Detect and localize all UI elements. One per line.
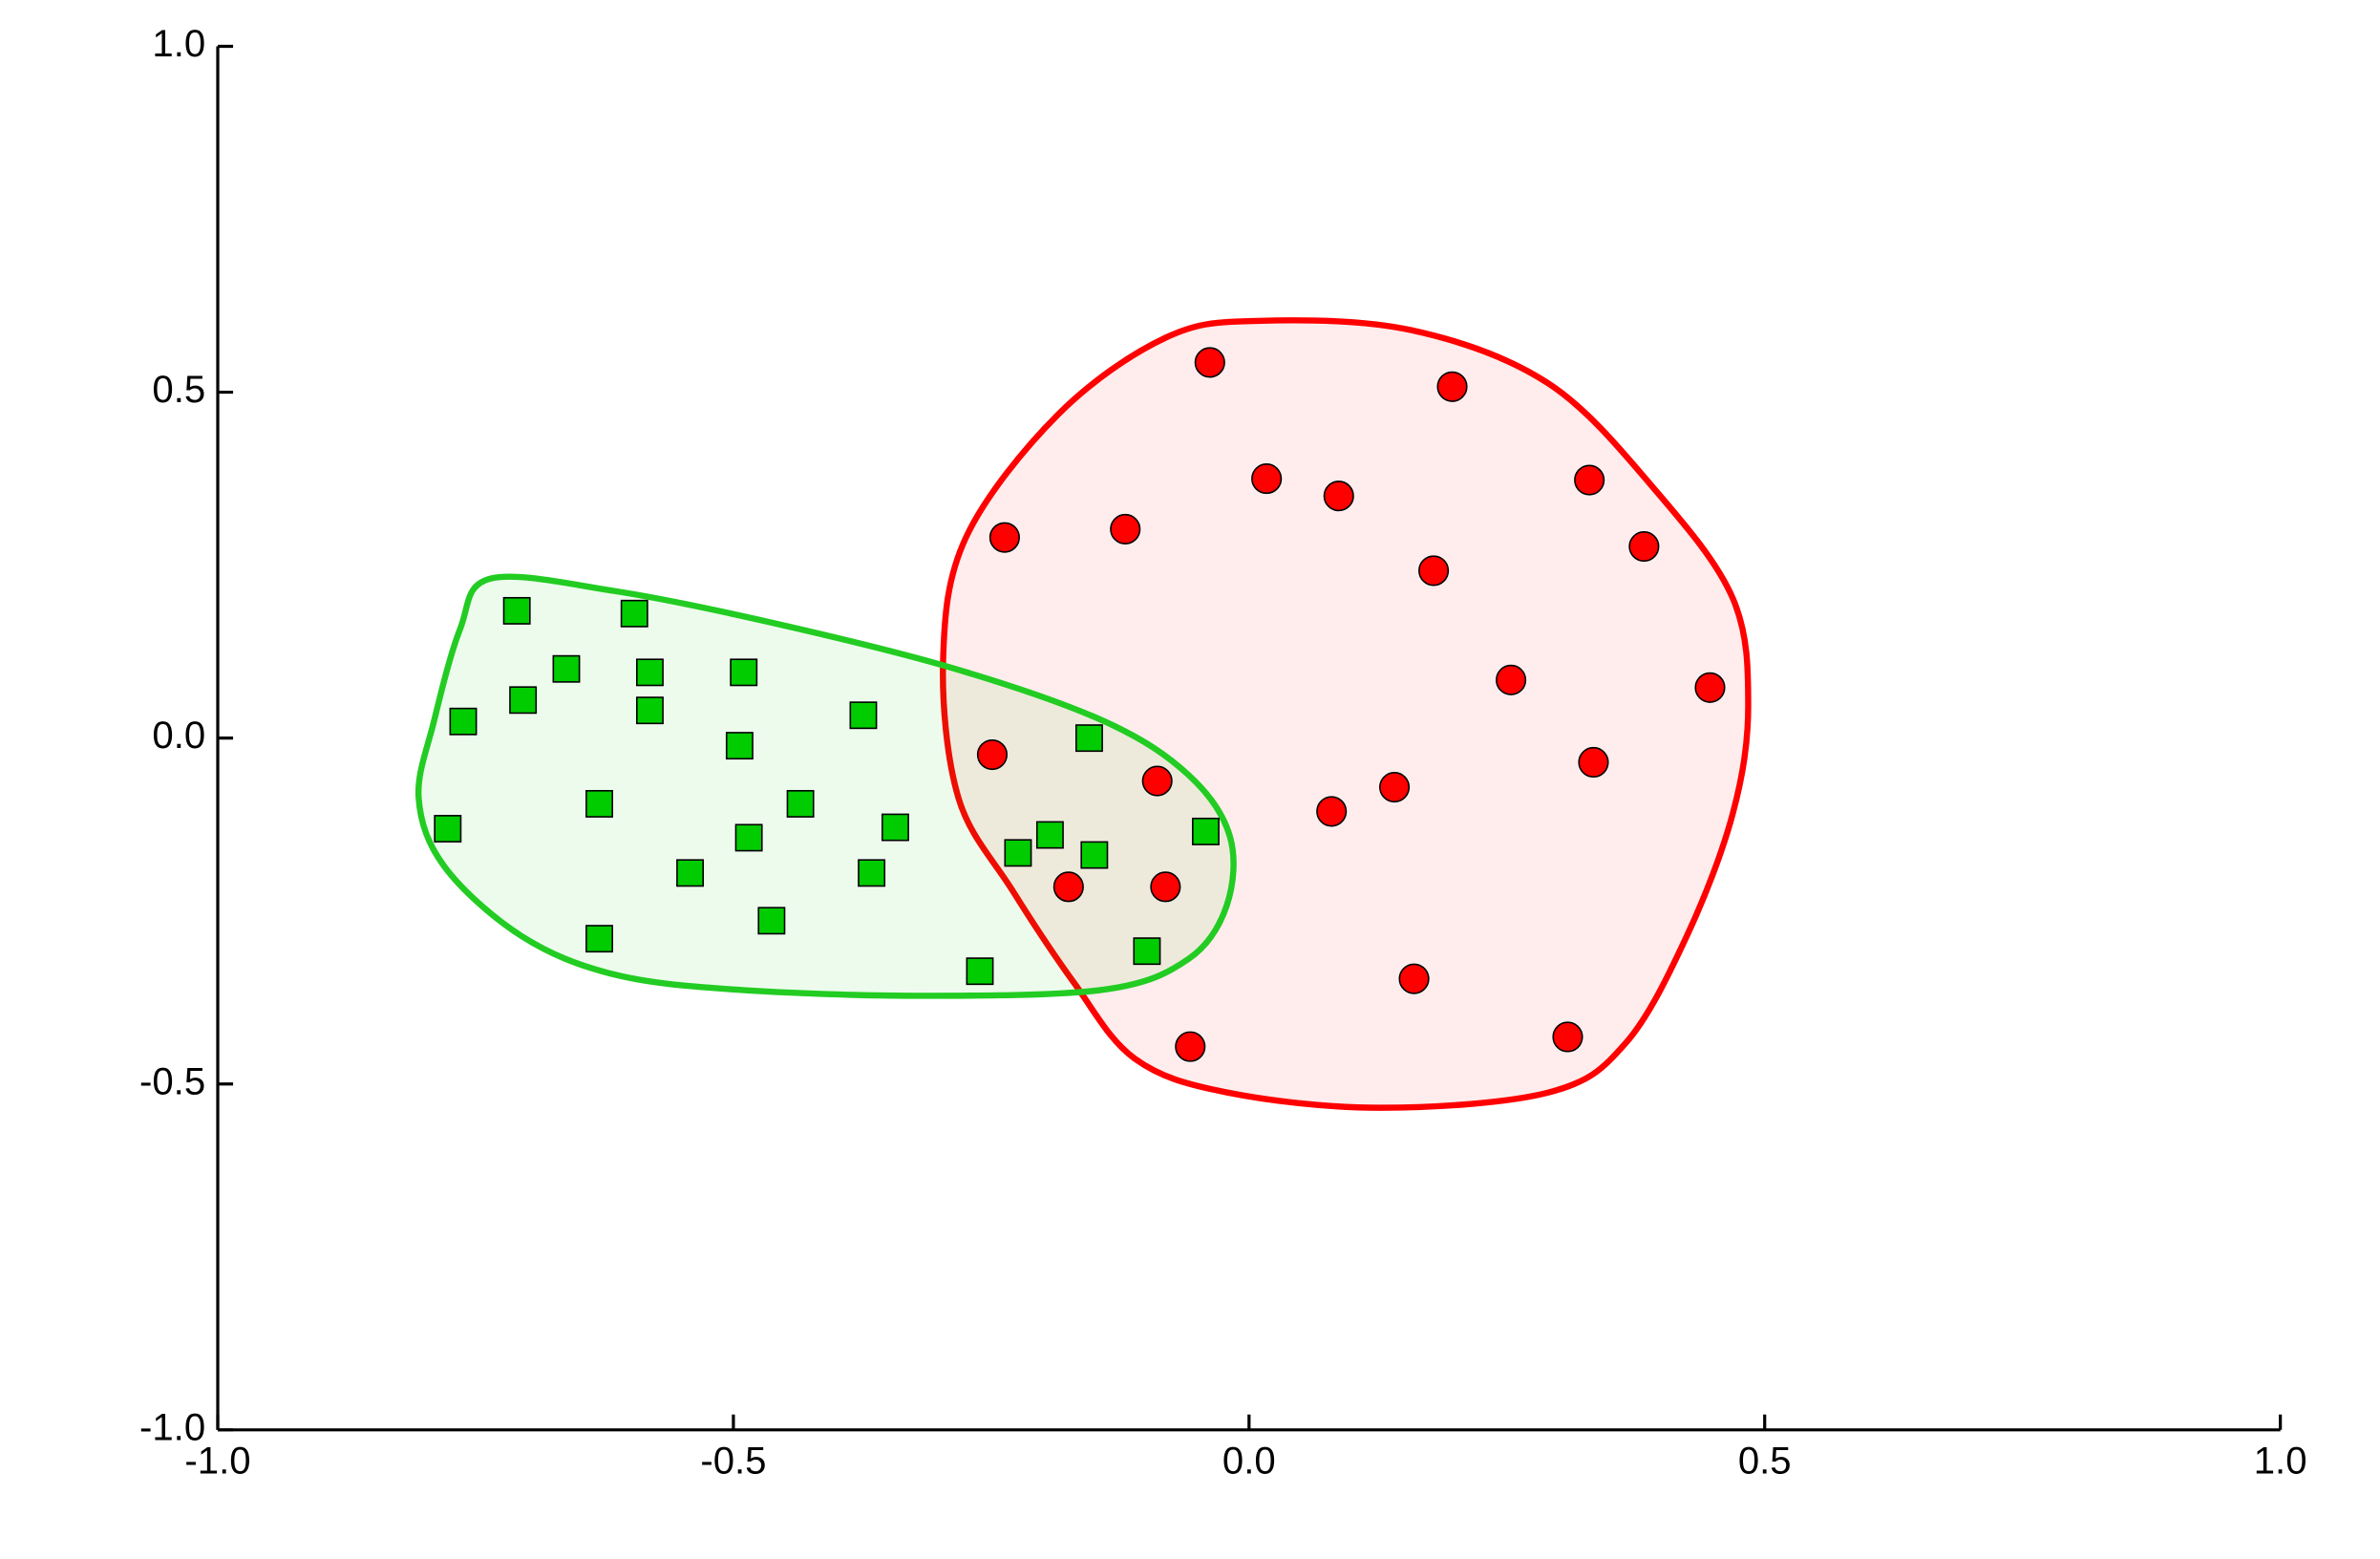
circle-point — [1552, 1021, 1583, 1053]
circle-point — [1194, 347, 1225, 378]
square-point — [585, 925, 613, 953]
square-point — [635, 696, 664, 725]
square-point — [449, 707, 478, 736]
square-point — [620, 599, 648, 628]
square-point — [734, 823, 763, 852]
circle-point — [976, 738, 1009, 771]
y-tick-label: 0.5 — [152, 368, 205, 411]
circle-point — [988, 522, 1020, 553]
square-point — [725, 732, 754, 760]
square-point — [1074, 724, 1103, 753]
circle-point — [1316, 796, 1348, 827]
square-point — [881, 813, 909, 842]
square-point — [730, 658, 758, 687]
square-point — [1133, 937, 1161, 966]
y-tick-label: 1.0 — [152, 22, 205, 65]
circle-point — [1323, 481, 1354, 512]
square-point — [1035, 821, 1064, 849]
y-tick-label: 0.0 — [152, 714, 205, 757]
green-region — [414, 573, 1237, 999]
circle-point — [1398, 963, 1430, 994]
y-tick-label: -1.0 — [139, 1405, 205, 1448]
x-tick-label: 1.0 — [2254, 1440, 2307, 1483]
red-region — [940, 317, 1752, 1111]
circle-point — [1496, 664, 1527, 695]
x-tick-label: 0.5 — [1738, 1440, 1792, 1483]
circle-point — [1150, 871, 1181, 903]
circle-point — [1578, 746, 1609, 779]
square-point — [1192, 817, 1220, 845]
circle-point — [1379, 772, 1411, 803]
circle-point — [1175, 1031, 1206, 1062]
y-tick-label: -0.5 — [139, 1059, 205, 1102]
x-tick-label: -1.0 — [184, 1440, 250, 1483]
square-point — [1080, 841, 1109, 869]
x-tick-label: 0.0 — [1222, 1440, 1276, 1483]
square-point — [585, 789, 613, 818]
square-point — [858, 859, 886, 887]
circle-point — [1251, 463, 1283, 495]
circle-point — [1141, 765, 1173, 797]
square-point — [552, 654, 581, 683]
square-point — [966, 957, 994, 986]
circle-point — [1694, 672, 1726, 703]
square-point — [1004, 839, 1032, 867]
circle-point — [1052, 871, 1084, 903]
circle-point — [1418, 555, 1450, 587]
square-point — [502, 596, 531, 625]
circle-point — [1574, 464, 1605, 496]
circle-point — [1628, 530, 1660, 563]
square-point — [786, 789, 815, 818]
x-tick-label: -0.5 — [700, 1440, 766, 1483]
square-point — [757, 907, 786, 935]
square-point — [676, 859, 705, 887]
square-point — [849, 701, 878, 730]
square-point — [635, 658, 664, 687]
circle-point — [1110, 513, 1141, 545]
circle-point — [1436, 371, 1468, 402]
square-point — [434, 815, 462, 843]
square-point — [509, 686, 538, 715]
